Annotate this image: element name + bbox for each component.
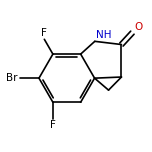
Text: O: O: [134, 22, 142, 31]
Text: F: F: [50, 121, 56, 130]
Text: Br: Br: [6, 73, 18, 83]
Text: NH: NH: [96, 29, 111, 40]
Text: F: F: [41, 28, 47, 38]
